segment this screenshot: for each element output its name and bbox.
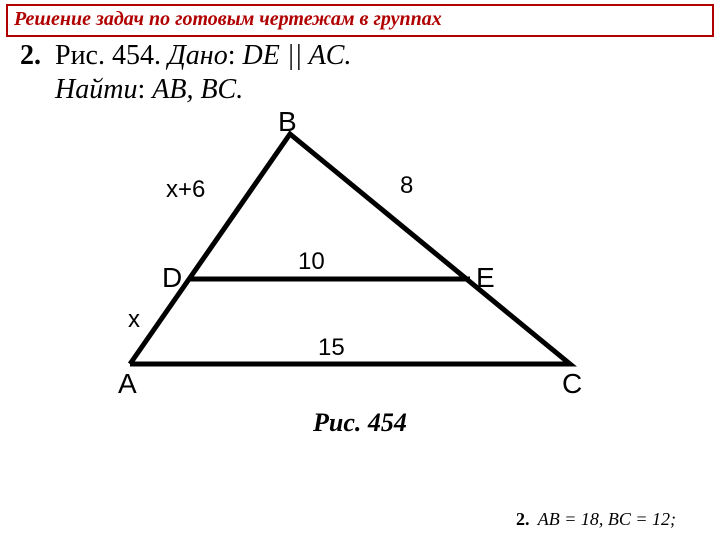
edge-de-label: 10 bbox=[298, 248, 325, 276]
edge-ad-label: x bbox=[128, 306, 140, 334]
vertex-c-label: C bbox=[562, 368, 582, 400]
find-text: AB, BC. bbox=[152, 74, 243, 105]
edge-db-label: x+6 bbox=[166, 176, 205, 204]
problem-number: 2. bbox=[20, 40, 41, 71]
figure-ref: Рис. 454. bbox=[55, 40, 161, 71]
answer-line: 2. AB = 18, BC = 12; bbox=[516, 509, 676, 530]
vertex-a-label: A bbox=[118, 368, 137, 400]
answer-number: 2. bbox=[516, 509, 530, 529]
given-text: DE || AC. bbox=[242, 40, 351, 71]
given-label: Дано bbox=[168, 40, 228, 71]
find-label: Найти bbox=[55, 74, 137, 105]
vertex-b-label: B bbox=[278, 106, 297, 138]
vertex-d-label: D bbox=[162, 262, 182, 294]
triangle-svg bbox=[90, 114, 610, 394]
edge-be-label: 8 bbox=[400, 172, 413, 200]
answer-text: AB = 18, BC = 12; bbox=[538, 509, 676, 529]
header-box: Решение задач по готовым чертежам в груп… bbox=[6, 4, 714, 37]
problem-statement: 2. Рис. 454. Дано: DE || AC. Найти: AB, … bbox=[0, 37, 720, 106]
header-title: Решение задач по готовым чертежам в груп… bbox=[14, 8, 442, 30]
vertex-e-label: E bbox=[476, 262, 495, 294]
figure-caption: Рис. 454 bbox=[0, 408, 720, 438]
geometry-figure: B A C D E x+6 8 10 x 15 bbox=[90, 114, 610, 404]
edge-ac-label: 15 bbox=[318, 334, 345, 362]
